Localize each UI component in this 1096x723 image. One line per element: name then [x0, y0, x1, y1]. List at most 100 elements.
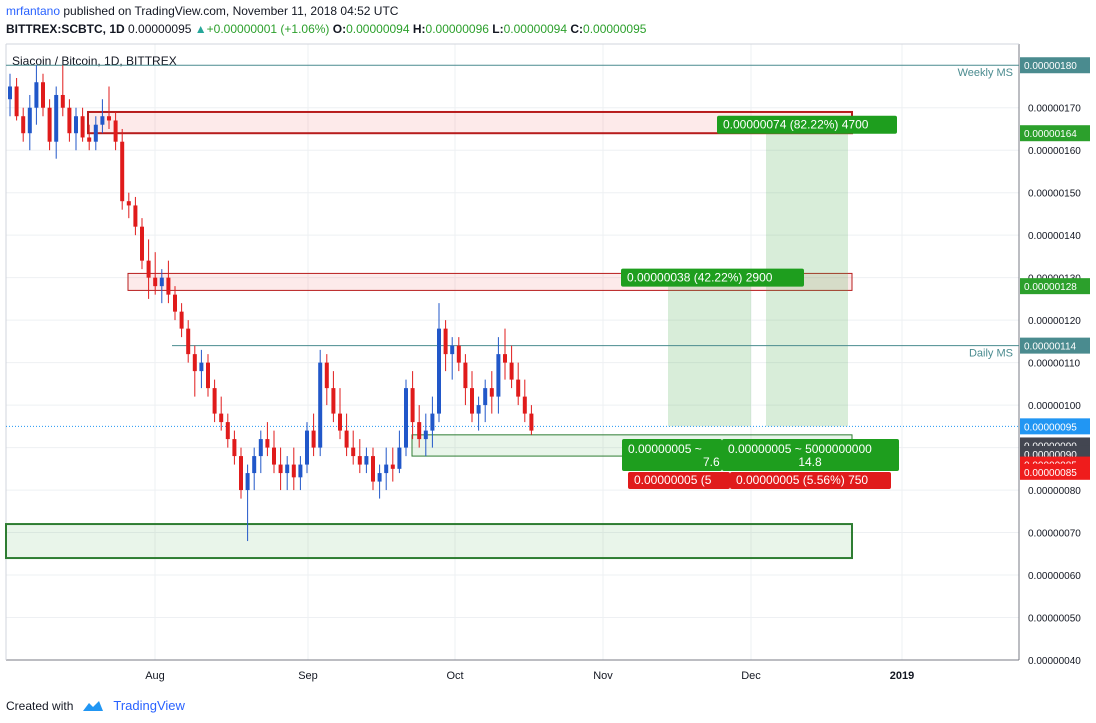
candle-body	[483, 388, 488, 406]
up-arrow-icon: ▲	[194, 22, 207, 36]
y-tick-label: 0.00000150	[1028, 189, 1081, 200]
tradingview-link[interactable]: TradingView	[113, 698, 185, 713]
candle-body	[417, 422, 422, 440]
price-tag-8: 0.00000085	[1024, 468, 1077, 479]
candle-body	[430, 413, 435, 431]
candle-body	[133, 205, 138, 227]
candle-body	[206, 362, 210, 389]
candle-body	[311, 430, 316, 448]
stop-label-2: 0.00000005 (5.56%) 750	[736, 473, 868, 487]
candle-body	[437, 328, 441, 414]
candle-body	[87, 137, 92, 142]
candle-body	[8, 86, 12, 100]
candle-body	[126, 201, 131, 206]
created-with-text: Created with	[6, 698, 74, 713]
x-tick-label: Sep	[298, 670, 318, 682]
candle-body	[258, 439, 263, 457]
candle-body	[291, 464, 296, 478]
candle-body	[140, 226, 144, 261]
demand-zone-3	[5, 523, 853, 560]
x-tick-label: Oct	[446, 670, 463, 682]
candle-body	[298, 464, 303, 478]
candle-body	[503, 354, 507, 363]
close-label: C:	[570, 22, 584, 36]
y-tick-label: 0.00000080	[1028, 486, 1081, 497]
stop-box-2-bg	[722, 439, 899, 471]
stop-box-1-top: 0.00000005 ~	[628, 442, 702, 456]
candle-body	[120, 141, 125, 202]
candle-body	[463, 362, 468, 389]
price-tag-bg-4	[1020, 418, 1090, 435]
price-tag-bg-1	[1020, 125, 1090, 142]
candle-body	[153, 277, 158, 287]
high-label: H:	[412, 22, 426, 36]
price-tag-3: 0.00000114	[1024, 342, 1077, 353]
candle-body	[21, 116, 26, 134]
low-value: 0.00000094	[503, 22, 568, 36]
target-label-1-bg	[717, 115, 897, 134]
stop-box-2-bottom: 14.8	[798, 455, 822, 469]
price-tag-bg-0	[1020, 57, 1090, 74]
y-tick-label: 0.00000160	[1028, 146, 1081, 157]
ohlc-line: BITTREX:SCBTC, 1D 0.00000095 ▲+0.0000000…	[6, 22, 646, 36]
change-value: +0.00000001 (+1.06%)	[206, 22, 330, 36]
candle-body	[252, 456, 257, 474]
candle-body	[496, 354, 501, 397]
x-tick-label: 2019	[890, 670, 914, 682]
hline-label-0: Weekly MS	[958, 67, 1013, 79]
y-tick-label: 0.00000050	[1028, 614, 1081, 625]
candle-body	[265, 439, 270, 448]
candle-body	[456, 345, 461, 363]
footer: Created with TradingView	[6, 698, 185, 713]
candle-body	[305, 430, 309, 465]
candle-body	[529, 413, 534, 431]
candle-body	[318, 362, 323, 448]
author-link[interactable]: mrfantano	[6, 4, 61, 18]
target-label-2-bg	[621, 268, 804, 287]
price-tag-bg-8	[1020, 463, 1090, 480]
candle-body	[199, 362, 204, 372]
candle-body	[74, 116, 78, 134]
published-text: published on TradingView.com, November 1…	[63, 4, 399, 18]
candle-body	[357, 456, 362, 465]
candle-body	[522, 396, 527, 414]
y-tick-label: 0.00000120	[1028, 316, 1081, 327]
stop-label-1-bg	[628, 472, 730, 489]
candle-body	[377, 473, 382, 482]
candle-body	[509, 362, 514, 380]
candle-body	[489, 388, 494, 397]
symbol-label: BITTREX:SCBTC, 1D	[6, 22, 125, 36]
stop-box-1-bottom: 7.6	[703, 455, 720, 469]
y-tick-label: 0.00000040	[1028, 656, 1081, 667]
hline-label-1: Daily MS	[969, 348, 1013, 360]
candle-body	[470, 388, 474, 414]
candle-body	[239, 456, 243, 491]
candle-body	[41, 82, 45, 108]
y-tick-label: 0.00000140	[1028, 231, 1081, 242]
candle-body	[60, 94, 65, 108]
long-position-target-1	[668, 277, 751, 427]
candle-body	[100, 116, 105, 125]
y-tick-label: 0.00000060	[1028, 571, 1081, 582]
price-tag-6: 0.00000090	[1024, 450, 1077, 461]
y-tick-label: 0.00000110	[1028, 359, 1081, 370]
candle-body	[390, 464, 395, 469]
candle-body	[423, 430, 428, 440]
candle-body	[192, 354, 197, 372]
candle-body	[364, 456, 369, 465]
y-tick-label: 0.00000170	[1028, 104, 1081, 115]
candle-body	[450, 345, 455, 355]
candle-body	[272, 447, 276, 465]
candle-body	[344, 430, 349, 448]
candle-body	[516, 379, 521, 397]
price-tag-bg-3	[1020, 337, 1090, 354]
candle-body	[397, 447, 402, 469]
stop-box-1-bg	[622, 439, 722, 471]
candle-body	[331, 388, 336, 414]
candle-body	[166, 277, 171, 295]
candle-body	[159, 277, 164, 287]
candle-body	[179, 311, 184, 329]
low-label: L:	[492, 22, 504, 36]
candle-body	[34, 82, 39, 108]
